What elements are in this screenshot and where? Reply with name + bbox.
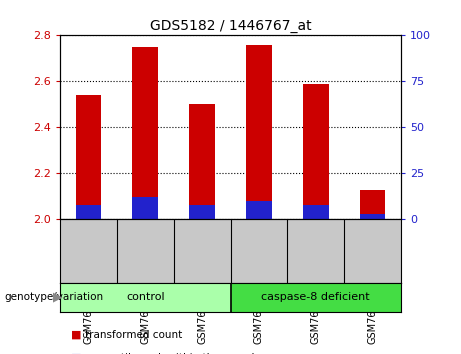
- Text: caspase-8 deficient: caspase-8 deficient: [261, 292, 370, 302]
- Bar: [303, 84, 329, 219]
- Bar: [132, 47, 158, 219]
- Bar: [360, 189, 385, 219]
- Bar: [230, 283, 401, 312]
- Bar: [246, 201, 272, 219]
- Bar: [60, 283, 230, 312]
- Bar: [303, 205, 329, 219]
- Text: control: control: [126, 292, 165, 302]
- Bar: [189, 205, 215, 219]
- Bar: [76, 95, 101, 219]
- Title: GDS5182 / 1446767_at: GDS5182 / 1446767_at: [150, 19, 311, 33]
- Bar: [76, 205, 101, 219]
- Text: ■: ■: [71, 330, 82, 339]
- Text: ■: ■: [71, 353, 82, 354]
- Text: ▶: ▶: [53, 291, 63, 304]
- Text: genotype/variation: genotype/variation: [5, 292, 104, 302]
- Bar: [246, 45, 272, 219]
- Bar: [132, 198, 158, 219]
- Bar: [360, 214, 385, 219]
- Text: transformed count: transformed count: [85, 330, 183, 339]
- Text: percentile rank within the sample: percentile rank within the sample: [85, 353, 261, 354]
- Bar: [189, 104, 215, 219]
